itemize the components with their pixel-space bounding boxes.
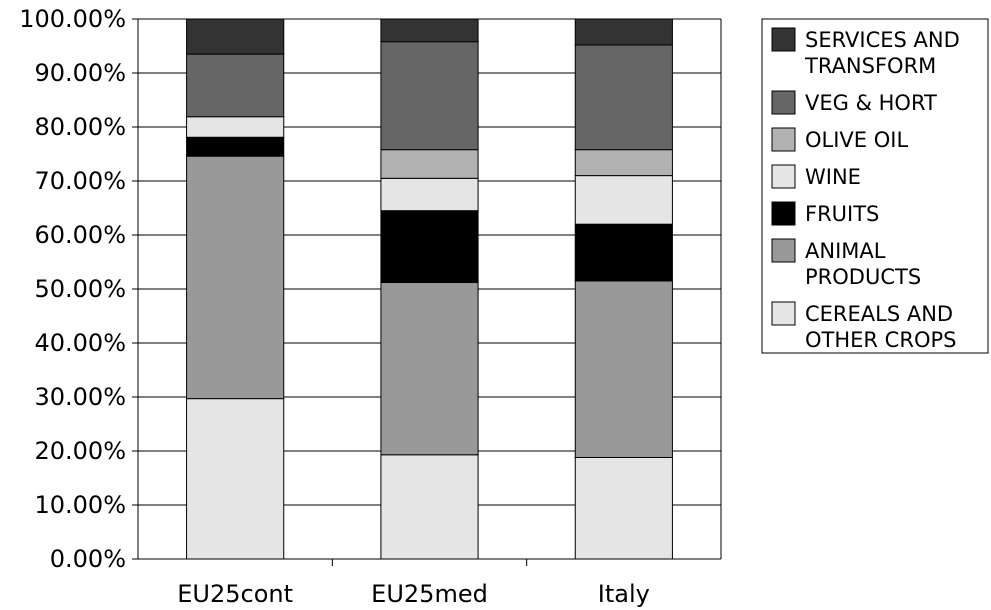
y-tick-label: 10.00% xyxy=(34,491,126,519)
y-tick-label: 20.00% xyxy=(34,437,126,465)
bar-segment xyxy=(574,223,673,282)
category-labels: EU25cont EU25med Italy xyxy=(177,580,650,608)
y-tick-labels: 0.00% 10.00% 20.00% 30.00% 40.00% 50.00% 60.00… xyxy=(19,5,126,573)
legend-swatch xyxy=(771,164,796,189)
legend-label: CEREALS AND OTHER CROPS xyxy=(805,302,956,352)
bar-segment xyxy=(574,44,673,151)
bar-segment xyxy=(186,18,285,55)
bar-segment xyxy=(574,280,673,458)
legend-swatch xyxy=(771,127,796,152)
y-tick-label: 40.00% xyxy=(34,329,126,357)
y-tick-label: 50.00% xyxy=(34,275,126,303)
legend-swatch xyxy=(771,201,796,226)
category-label: Italy xyxy=(598,580,650,608)
bars xyxy=(186,18,673,560)
category-label: EU25med xyxy=(371,580,488,608)
legend-swatch xyxy=(771,90,796,115)
y-tick-label: 60.00% xyxy=(34,221,126,249)
legend-swatch xyxy=(771,301,796,326)
legend-label: FRUITS xyxy=(805,202,879,226)
bar-segment xyxy=(380,210,479,284)
legend-label: SERVICES AND TRANSFORM xyxy=(804,28,960,78)
bar-segment xyxy=(380,149,479,179)
axes xyxy=(132,18,722,566)
bar-segment xyxy=(380,18,479,43)
category-label: EU25cont xyxy=(177,580,293,608)
y-tick-label: 70.00% xyxy=(34,167,126,195)
bar-segment xyxy=(380,282,479,456)
y-tick-label: 80.00% xyxy=(34,113,126,141)
bar-segment xyxy=(186,136,285,157)
legend-box xyxy=(761,18,989,354)
bar-segment xyxy=(380,177,479,212)
legend-swatch xyxy=(771,27,796,52)
legend-label: WINE xyxy=(805,165,861,189)
bar-segment xyxy=(186,155,285,400)
bar-segment xyxy=(574,18,673,46)
y-tick-label: 0.00% xyxy=(50,545,126,573)
y-tick-label: 30.00% xyxy=(34,383,126,411)
y-tick-label: 100.00% xyxy=(19,5,126,33)
legend: SERVICES AND TRANSFORM VEG & HORT OLIVE OIL… xyxy=(761,18,989,354)
bar-segment xyxy=(186,398,285,560)
bar-segment xyxy=(186,116,285,138)
legend-swatch xyxy=(771,238,796,263)
bar-segment xyxy=(574,175,673,225)
legend-label: OLIVE OIL xyxy=(805,128,908,152)
bar-segment xyxy=(574,149,673,177)
bar-segment xyxy=(380,41,479,151)
bar-segment xyxy=(574,456,673,560)
bar-segment xyxy=(186,53,285,118)
y-tick-label: 90.00% xyxy=(34,59,126,87)
legend-label: VEG & HORT xyxy=(805,91,937,115)
legend-label: ANIMAL PRODUCTS xyxy=(805,239,921,289)
bar-segment xyxy=(380,454,479,560)
